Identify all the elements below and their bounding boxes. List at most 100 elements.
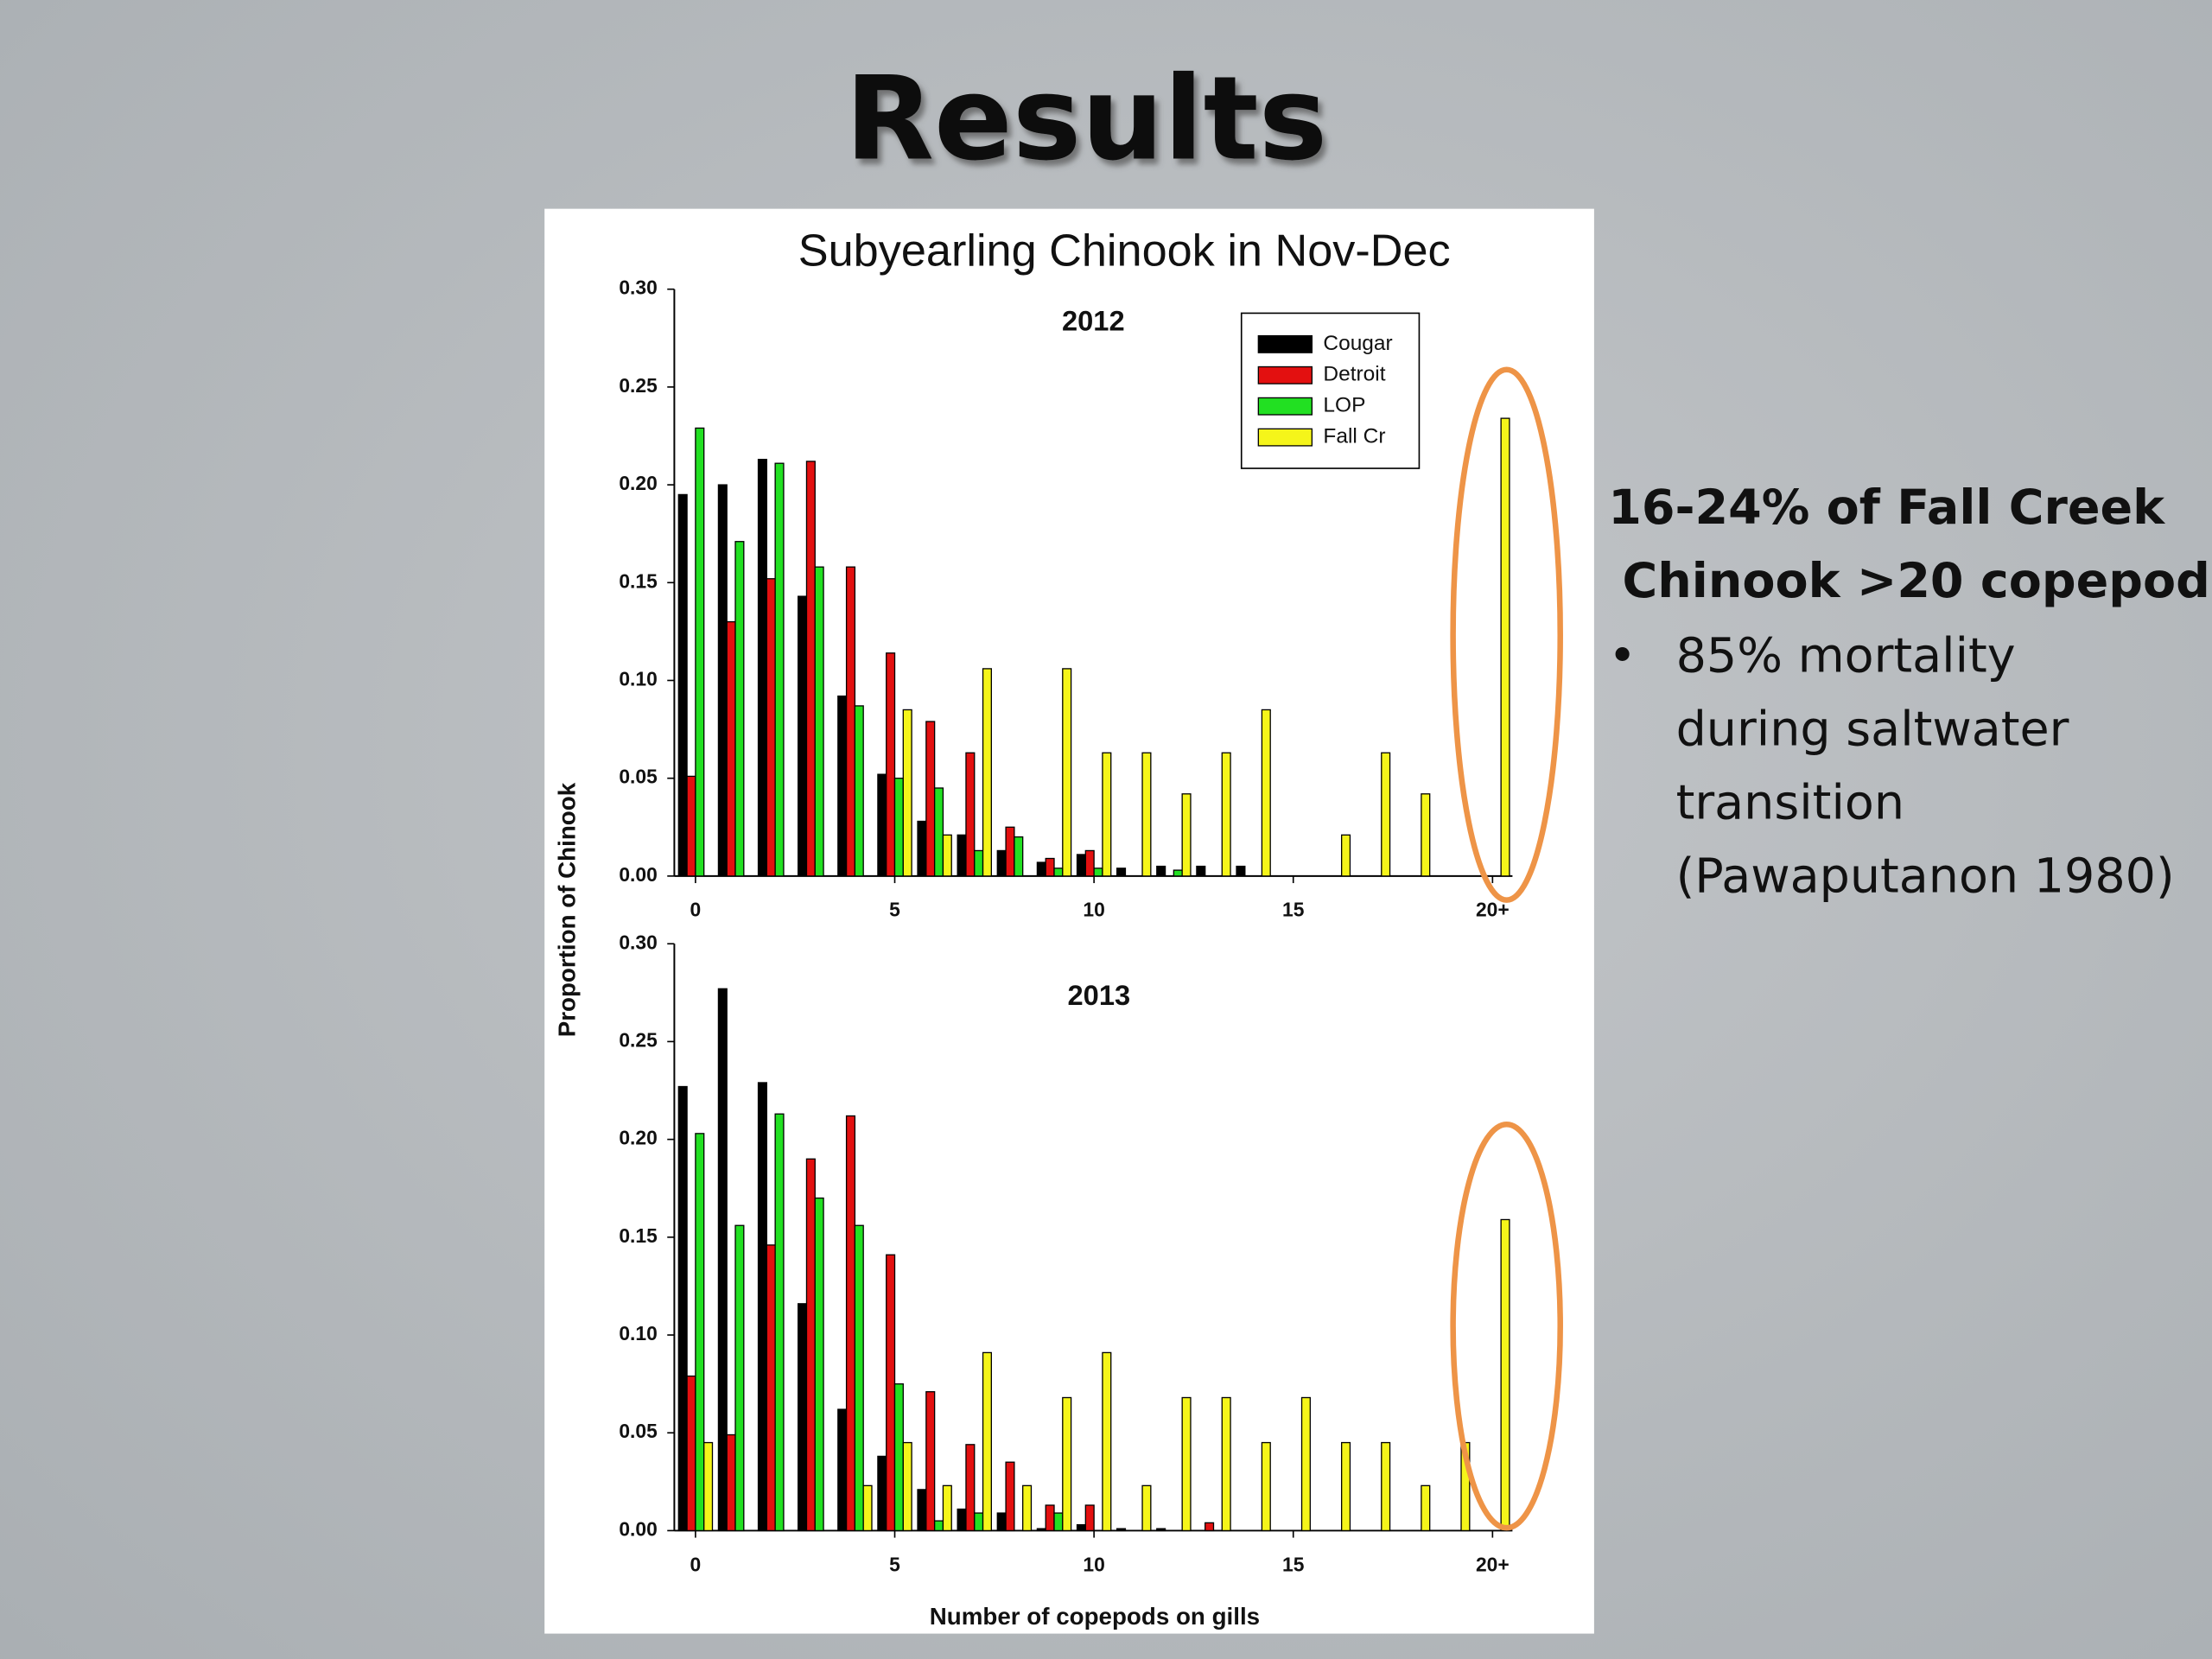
bar [1053, 868, 1064, 877]
bar [686, 775, 696, 877]
bar [717, 484, 728, 877]
bar [886, 652, 896, 877]
bar [886, 1254, 896, 1532]
bar [1341, 834, 1351, 877]
bar [695, 1133, 705, 1532]
y-tick-label: 0.00 [619, 1517, 657, 1540]
bar [974, 1512, 984, 1532]
bar [686, 1375, 696, 1532]
highlight-ellipse [1450, 1121, 1563, 1531]
x-tick-label: 15 [1282, 899, 1305, 921]
bar [1102, 752, 1112, 877]
bar [1045, 857, 1055, 877]
bar [1421, 793, 1431, 877]
bar [917, 820, 927, 877]
y-tick-label: 0.20 [619, 472, 657, 494]
bar [1005, 826, 1015, 877]
bar [766, 578, 776, 877]
y-axis-label: Proportion of Chinook [553, 782, 580, 1037]
y-tick-label: 0.10 [619, 668, 657, 690]
legend-swatch [1257, 428, 1313, 447]
bar [974, 849, 984, 877]
bar [1062, 668, 1072, 877]
bar [933, 1520, 944, 1532]
bar [845, 566, 856, 877]
bar [726, 620, 736, 877]
bar [1156, 1528, 1166, 1532]
y-tick-label: 0.15 [619, 569, 658, 592]
y-tick-label: 0.05 [619, 766, 658, 788]
bar [1181, 1396, 1192, 1532]
headline: 16-24% of Fall Creek [1608, 480, 2165, 536]
x-tick-label: 10 [1083, 899, 1104, 921]
bar [837, 695, 848, 877]
legend-swatch [1257, 397, 1313, 416]
bar [805, 461, 816, 877]
bar [877, 1455, 887, 1532]
bar [1421, 1484, 1431, 1532]
bar [1102, 1351, 1112, 1532]
bar [902, 709, 912, 877]
bar [1141, 1484, 1152, 1532]
bar [917, 1489, 927, 1532]
bar [925, 1391, 936, 1532]
bar [996, 1512, 1007, 1532]
y-tick-label: 0.05 [619, 1420, 658, 1442]
chart-title: Subyearling Chinook in Nov-Dec [798, 226, 1451, 276]
charts: Subyearling Chinook in Nov-Dec 2012 Propor… [553, 226, 1513, 1630]
bullet: 85% mortality [1676, 628, 2016, 684]
bullet-mark: • [1608, 628, 1637, 684]
bar [1381, 752, 1391, 877]
bar [837, 1408, 848, 1532]
bar [695, 427, 705, 877]
bar [902, 1441, 912, 1532]
legend-label: LOP [1323, 394, 1365, 417]
bar [1141, 752, 1152, 877]
bar [982, 668, 993, 877]
x-tick-label: 20+ [1476, 1553, 1510, 1575]
bar [677, 493, 688, 877]
bar [1036, 861, 1046, 877]
bar [1005, 1461, 1015, 1532]
bar [1156, 865, 1166, 877]
bar [757, 1082, 767, 1532]
y-tick-label: 0.00 [619, 863, 657, 886]
bar [1036, 1528, 1046, 1532]
bar [1341, 1441, 1351, 1532]
x-tick-label: 5 [889, 899, 900, 921]
bar [996, 849, 1007, 877]
bar [1381, 1441, 1391, 1532]
bar [942, 1484, 952, 1532]
highlight-ellipse [1450, 366, 1563, 903]
bar [1500, 1218, 1510, 1532]
bar [1116, 1528, 1127, 1532]
bar [774, 462, 785, 877]
y-tick-label: 0.30 [619, 931, 657, 953]
bar [1300, 1396, 1311, 1532]
bar [1261, 709, 1271, 877]
legend-label: Cougar [1323, 332, 1392, 355]
slide-title: Results [845, 52, 1327, 187]
bar [1173, 869, 1183, 877]
y-tick-label: 0.20 [619, 1127, 657, 1149]
bar [1196, 865, 1206, 877]
bar [854, 1224, 864, 1532]
bar [877, 773, 887, 877]
bar [845, 1115, 856, 1532]
bar [798, 595, 808, 877]
bar [1045, 1504, 1055, 1532]
y-tick-label: 0.25 [619, 1028, 658, 1051]
y-tick-label: 0.25 [619, 374, 658, 397]
bar [1181, 793, 1192, 877]
bar [1076, 1523, 1086, 1532]
bar [805, 1158, 816, 1532]
bar [1261, 1441, 1271, 1532]
bar [1093, 868, 1103, 877]
y-tick-label: 0.15 [619, 1224, 658, 1247]
bar [734, 541, 745, 877]
bar [1116, 868, 1127, 877]
bar [893, 778, 904, 877]
bar [982, 1351, 993, 1532]
x-tick-label: 10 [1083, 1553, 1104, 1575]
bar [925, 721, 936, 877]
